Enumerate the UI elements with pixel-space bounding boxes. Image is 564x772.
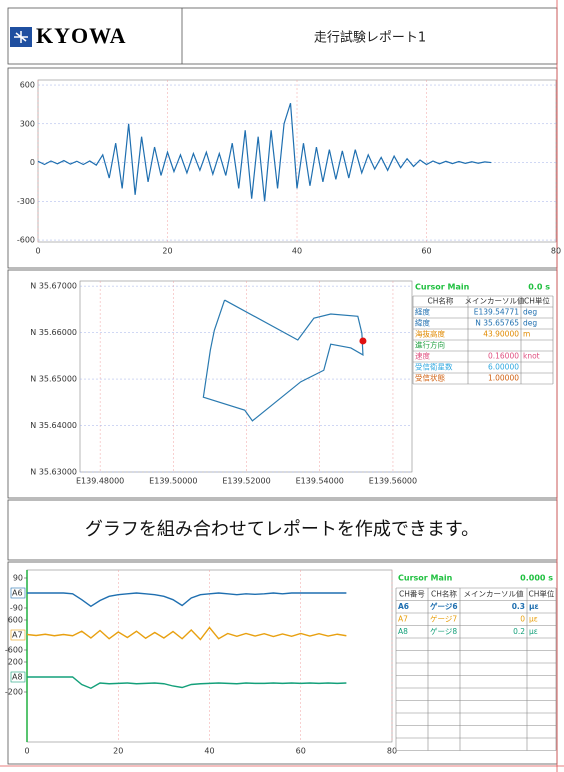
table-cell: ゲージ6 — [430, 601, 458, 611]
y-tick-label: N 35.66000 — [30, 328, 77, 337]
y-tick-label: N 35.65000 — [30, 375, 77, 384]
table-header: メインカーソル値 — [465, 296, 525, 306]
x-tick-label: 40 — [204, 747, 214, 756]
y-tick-label: 300 — [20, 119, 35, 128]
table-cell: A7 — [398, 614, 408, 623]
data-line — [202, 299, 364, 422]
data-line — [27, 592, 347, 608]
report-title: 走行試験レポート1 — [314, 30, 426, 46]
x-tick-label: E139.54000 — [296, 477, 344, 486]
table-cell: 43.90000 — [483, 330, 519, 339]
data-line — [27, 676, 347, 690]
x-tick-label: 0 — [35, 247, 40, 256]
data-line — [37, 102, 492, 202]
cursor-value: 0.000 s — [520, 574, 553, 583]
y-tick-label: N 35.67000 — [30, 282, 77, 291]
table-cell: deg — [523, 319, 537, 328]
y-tick-label: N 35.64000 — [30, 421, 77, 430]
y-tick-label: -600 — [5, 646, 23, 655]
table-header: CH番号 — [399, 588, 425, 598]
logo-icon — [10, 27, 32, 47]
table-cell: 0.3 — [512, 602, 525, 611]
y-tick-label: 200 — [8, 658, 23, 667]
table-cell: 受信衛星数 — [415, 362, 453, 372]
table-cell: N 35.65765 — [475, 319, 519, 328]
table-cell: 緯度 — [415, 318, 430, 328]
header-box — [7, 7, 558, 65]
channel-tag — [10, 671, 26, 683]
table-cell: 0 — [520, 614, 525, 623]
data-line — [26, 626, 347, 641]
x-tick-label: 0 — [24, 747, 29, 756]
table-cell: E139.54771 — [474, 308, 520, 317]
x-tick-label: 80 — [551, 247, 561, 256]
channel-name: A6 — [12, 589, 23, 598]
table-cell: 受信状態 — [415, 373, 445, 383]
caption: グラフを組み合わせてレポートを作成できます。 — [85, 519, 479, 540]
table-cell: με — [529, 602, 539, 611]
y-tick-label: 600 — [20, 81, 35, 90]
cursor-value: 0.0 s — [528, 283, 550, 292]
table-cell: 1.00000 — [488, 374, 519, 383]
y-tick-label: 0 — [30, 158, 35, 167]
x-tick-label: E139.48000 — [76, 477, 124, 486]
cursor-label: Cursor Main — [398, 574, 453, 583]
plot-area — [79, 280, 413, 473]
y-tick-label: -200 — [5, 688, 23, 697]
table-cell: 海抜高度 — [415, 329, 445, 339]
table-cell: knot — [523, 352, 540, 361]
y-tick-label: 600 — [8, 616, 23, 625]
table-cell: 0.16000 — [488, 352, 519, 361]
channel-name: A7 — [12, 631, 23, 640]
table-cell: A8 — [398, 627, 408, 636]
table-cell: 0.2 — [513, 627, 525, 636]
channel-name: A8 — [12, 673, 23, 682]
x-tick-label: 80 — [387, 747, 397, 756]
channel-tag — [10, 587, 26, 599]
table-cell: με — [529, 627, 538, 636]
table-cell: ゲージ8 — [430, 627, 457, 636]
cursor-point — [359, 337, 367, 345]
table-header: CH名称 — [428, 296, 454, 306]
x-tick-label: E139.56000 — [369, 477, 417, 486]
x-tick-label: 20 — [113, 747, 123, 756]
x-tick-label: 20 — [162, 247, 172, 256]
table-header: CH名称 — [431, 588, 457, 598]
table-cell: m — [523, 330, 530, 339]
x-tick-label: E139.52000 — [222, 477, 270, 486]
x-tick-label: 40 — [292, 247, 302, 256]
table-cell: με — [529, 614, 538, 623]
caption-box — [7, 499, 558, 561]
table-header: CH単位 — [529, 588, 555, 598]
y-tick-label: -300 — [17, 197, 35, 206]
table-cell: 進行方向 — [415, 340, 445, 350]
table-header: メインカーソル値 — [464, 588, 524, 598]
table-cell: ゲージ7 — [430, 614, 457, 623]
table-cell: 6.00000 — [488, 363, 519, 372]
x-tick-label: 60 — [421, 247, 431, 256]
x-tick-label: E139.50000 — [149, 477, 197, 486]
table-cell: 経度 — [415, 307, 430, 317]
logo-text: KYOWA — [36, 23, 127, 48]
y-tick-label: N 35.63000 — [30, 468, 77, 477]
channel-tag — [10, 629, 26, 641]
table-header: CH単位 — [524, 296, 550, 306]
y-tick-label: -600 — [17, 236, 35, 245]
table-cell: 速度 — [415, 351, 430, 361]
x-tick-label: 60 — [296, 747, 306, 756]
y-tick-label: 90 — [13, 574, 23, 583]
table-cell: A6 — [398, 602, 409, 611]
y-tick-label: -90 — [10, 604, 23, 613]
table-cell: deg — [523, 308, 537, 317]
cursor-label: Cursor Main — [415, 283, 470, 292]
